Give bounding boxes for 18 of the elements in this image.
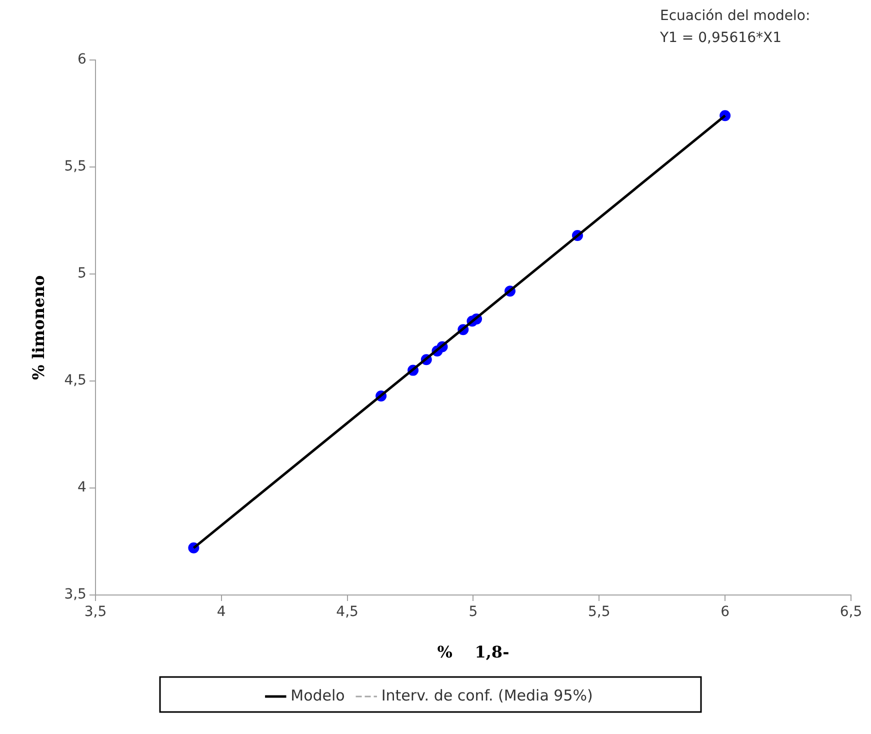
y-axis-title: % limoneno (28, 274, 48, 380)
legend-label: Interv. de conf. (Media 95%) (381, 686, 593, 704)
text: Ecuación del modelo: (660, 8, 810, 24)
y-tick-label: 6 (78, 52, 87, 68)
y-tick-label: 4 (78, 480, 87, 496)
text: Y1 = 0,95616*X1 (659, 30, 782, 46)
x-tick-label: 6 (720, 604, 730, 620)
legend-label: Modelo (290, 686, 345, 704)
x-tick-label: 5 (468, 604, 478, 620)
x-tick-label: 5,5 (588, 604, 610, 620)
x-tick-label: 6,5 (840, 604, 862, 620)
x-tick-label: 4,5 (336, 604, 358, 620)
y-tick-label: 5,5 (64, 158, 86, 175)
x-tick-label: 4 (216, 604, 226, 620)
x-axis-title: % 1,8- (437, 642, 510, 662)
y-tick-label: 5 (78, 266, 86, 282)
y-tick-label: 4,5 (64, 372, 86, 389)
y-tick-label: 3,5 (64, 586, 86, 603)
